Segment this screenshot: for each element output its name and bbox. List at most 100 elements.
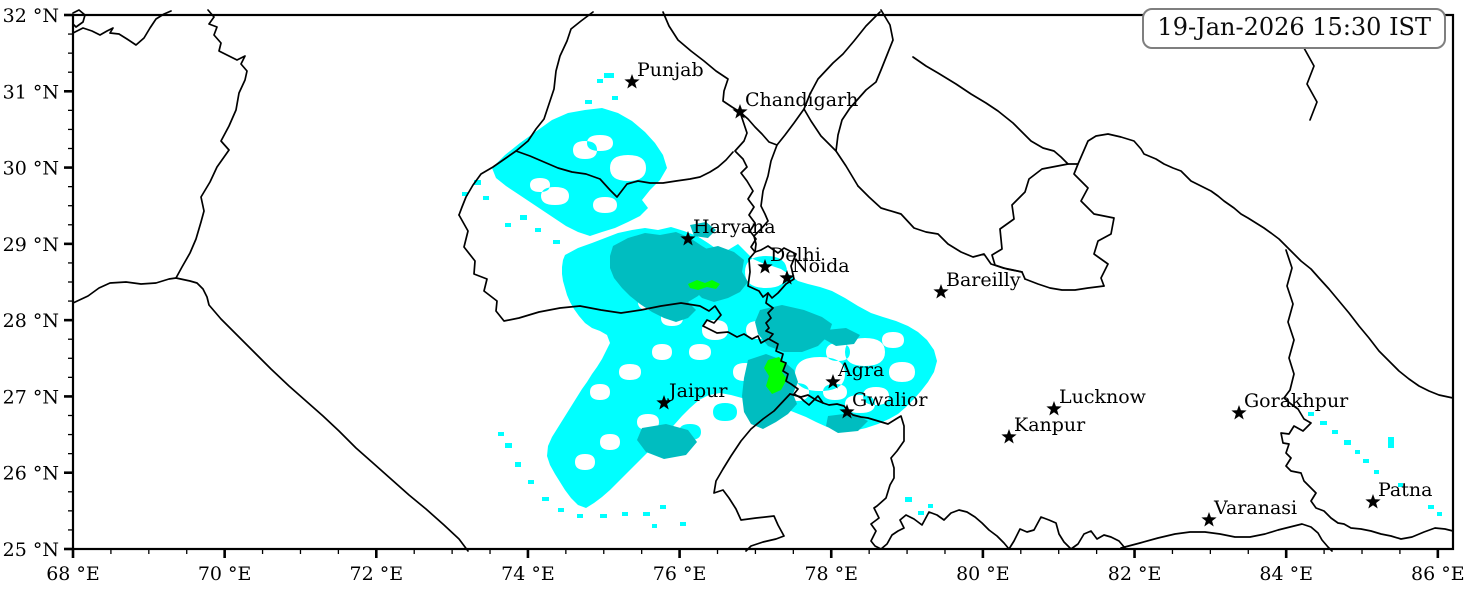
- rain-echo-speckle: [612, 96, 618, 100]
- x-tick-label: 74 °E: [501, 563, 555, 585]
- border-himachal-north: [835, 9, 894, 152]
- rain-echo-speckle: [1320, 421, 1327, 425]
- rain-echo-moderate: [692, 246, 748, 302]
- city-label: Chandigarh: [745, 89, 858, 111]
- border-up-rajasthan: [765, 292, 824, 406]
- x-tick-label: 82 °E: [1108, 563, 1162, 585]
- border-balochistan: [175, 9, 248, 279]
- border-punjab-northeast: [662, 11, 741, 113]
- rain-echo-speckle: [1308, 412, 1314, 416]
- city-delhi: Delhi: [757, 244, 821, 274]
- city-star-icon: [779, 270, 795, 285]
- rain-echo-moderate: [755, 305, 832, 352]
- rain-echo-speckle: [1344, 440, 1351, 445]
- rain-echo-speckle: [505, 223, 511, 227]
- rain-echo-speckle: [528, 480, 534, 484]
- border-topleft-wiggle: [72, 10, 172, 46]
- y-tick-label: 31 °N: [3, 81, 59, 103]
- city-varanasi: Varanasi: [1201, 497, 1297, 527]
- city-star-icon: [1365, 494, 1381, 509]
- rain-echo-moderate: [824, 328, 860, 346]
- border-mp-up: [789, 393, 1126, 550]
- x-tick-label: 68 °E: [46, 563, 100, 585]
- city-label: Punjab: [637, 59, 704, 81]
- rain-echo-moderate: [637, 424, 697, 459]
- rain-echo-speckle: [462, 192, 468, 196]
- city-label: Haryana: [693, 216, 776, 238]
- rain-echo-speckle: [643, 512, 650, 516]
- border-delhi-nct: [747, 245, 797, 299]
- y-tick-label: 27 °N: [3, 386, 59, 408]
- border-chandigarh-delhi: [734, 111, 757, 253]
- rain-echo-speckle: [1374, 470, 1379, 474]
- rain-echo-speckle: [660, 505, 666, 509]
- city-patna: Patna: [1365, 479, 1432, 509]
- border-varanasi-south: [1120, 523, 1333, 552]
- city-gorakhpur: Gorakhpur: [1231, 390, 1349, 420]
- city-star-icon: [1201, 512, 1217, 527]
- border-up-bihar: [1280, 249, 1454, 540]
- rain-echo-light: [492, 108, 667, 236]
- city-label: Patna: [1378, 479, 1432, 501]
- rain-echo-speckle: [1363, 459, 1369, 463]
- rain-echo-speckle: [585, 100, 592, 104]
- rain-echo-speckle: [558, 508, 564, 512]
- rain-echo-speckle: [905, 497, 912, 502]
- city-star-icon: [680, 231, 696, 246]
- x-tick-label: 72 °E: [349, 563, 403, 585]
- city-label: Gorakhpur: [1244, 390, 1349, 412]
- rain-echo-heavy: [764, 357, 787, 394]
- city-bareilly: Bareilly: [933, 269, 1021, 299]
- border-uttarakhand-east: [1073, 163, 1115, 287]
- rain-echo-heavy: [688, 280, 720, 290]
- rain-echo-moderate: [826, 413, 868, 433]
- rain-echo-speckle: [597, 79, 603, 83]
- border-sindh-west: [72, 277, 177, 304]
- city-label: Varanasi: [1213, 497, 1297, 519]
- border-punjab-west: [458, 11, 594, 216]
- city-star-icon: [757, 259, 773, 274]
- y-tick-label: 29 °N: [3, 234, 59, 256]
- city-label: Lucknow: [1059, 386, 1147, 408]
- rain-echo-speckle: [928, 504, 933, 508]
- city-star-icon: [1231, 405, 1247, 420]
- rain-echo-speckle: [483, 196, 489, 200]
- rain-echo-speckle: [577, 514, 583, 518]
- city-gwalior: Gwalior: [839, 389, 928, 419]
- rain-echo-speckle: [1428, 505, 1434, 509]
- city-star-icon: [624, 74, 640, 89]
- rain-echo-speckle: [498, 432, 504, 436]
- x-tick-label: 78 °E: [804, 563, 858, 585]
- city-haryana: Haryana: [680, 216, 776, 246]
- rain-echo-speckle: [1355, 450, 1360, 454]
- rain-echo-speckle: [918, 511, 924, 515]
- city-star-icon: [656, 395, 672, 410]
- city-kanpur: Kanpur: [1001, 414, 1086, 444]
- border-himachal-west: [753, 11, 881, 253]
- city-star-icon: [1001, 429, 1017, 444]
- border-mp-west-loop: [713, 393, 791, 552]
- city-label: Gwalior: [852, 389, 928, 411]
- city-punjab: Punjab: [624, 59, 704, 89]
- rain-echo-speckle: [1398, 483, 1403, 487]
- city-jaipur: Jaipur: [656, 380, 728, 410]
- city-label: Bareilly: [946, 269, 1021, 291]
- border-topleft-blob: [72, 9, 86, 28]
- city-star-icon: [933, 284, 949, 299]
- x-tick-label: 84 °E: [1259, 563, 1313, 585]
- rain-echo-speckle: [1332, 430, 1338, 434]
- city-noida: Noida: [779, 255, 850, 285]
- rain-echo-speckle: [1437, 512, 1442, 516]
- city-star-icon: [825, 374, 841, 389]
- city-label: Noida: [792, 255, 850, 277]
- y-tick-label: 30 °N: [3, 158, 59, 180]
- rain-echo-speckle: [515, 462, 521, 467]
- x-tick-label: 70 °E: [198, 563, 252, 585]
- rain-echo-speckle: [474, 180, 481, 185]
- city-star-icon: [1046, 401, 1062, 416]
- rain-echo-speckle: [622, 512, 628, 516]
- y-tick-label: 28 °N: [3, 310, 59, 332]
